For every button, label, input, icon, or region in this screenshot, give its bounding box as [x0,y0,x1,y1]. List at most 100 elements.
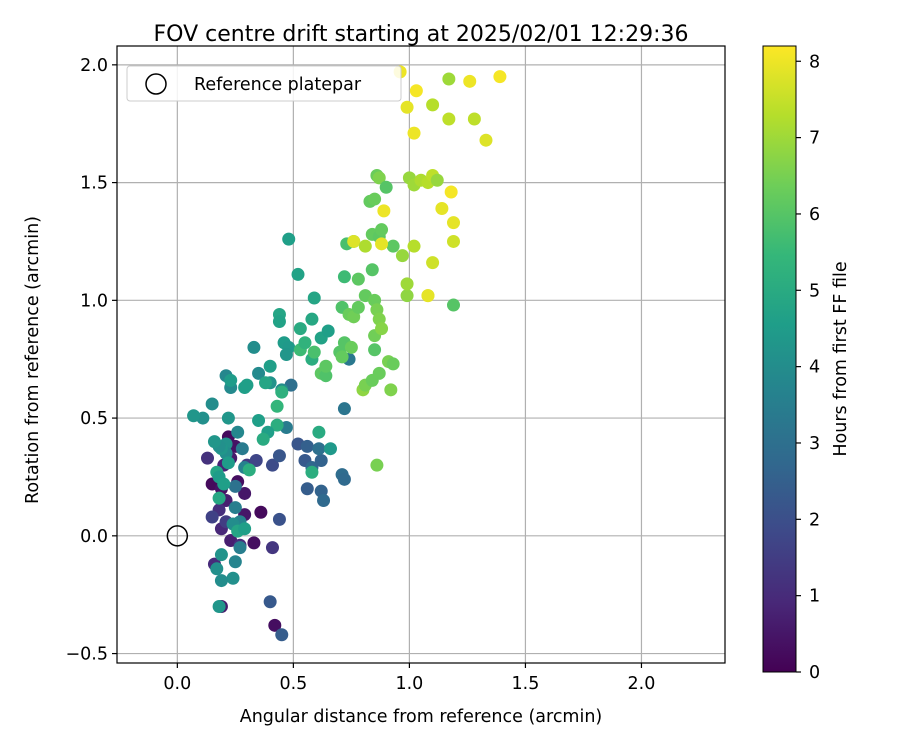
data-point [228,479,242,493]
data-point [247,340,261,354]
axes: 0.0 0.5 1.0 1.5 2.0 −0.5 0.0 0.5 1.0 1.5 2.0 [66,45,726,694]
data-point [256,432,270,446]
data-point [259,376,273,390]
data-point [214,548,228,562]
data-point [226,571,240,585]
reference-marker [166,525,189,547]
data-points [187,65,507,642]
data-point [337,472,351,486]
data-point [293,322,307,336]
data-point [375,322,389,336]
y-tick-label: 2.0 [80,56,108,76]
data-point [319,369,333,383]
data-point [323,442,337,456]
colorbar-gradient [762,45,797,673]
colorbar-tick-label: 0 [809,663,820,683]
data-point [358,239,372,253]
legend-frame [126,65,402,102]
data-point [291,267,305,281]
data-point [344,340,358,354]
data-point [395,249,409,263]
legend-marker-reference [145,73,167,95]
data-point [314,453,328,467]
data-point [275,385,289,399]
data-point [212,599,226,613]
y-tick-label: 1.0 [80,291,108,311]
data-point [252,413,266,427]
axes-frame [116,45,726,664]
y-tick-label: −0.5 [66,645,109,665]
data-point [307,345,321,359]
data-point [217,477,231,491]
data-point [384,383,398,397]
data-point [221,456,235,470]
data-point [242,463,256,477]
colorbar-tick-label: 3 [809,434,820,454]
colorbar-ticks: 0 1 2 3 4 5 6 7 8 [796,52,820,683]
colorbar-tick-label: 6 [809,205,820,225]
x-tick-label: 1.0 [395,674,423,694]
data-point [442,72,456,86]
data-point [231,425,245,439]
data-point [372,171,386,185]
y-axis-label: Rotation from reference (arcmin) [23,216,43,504]
data-point [221,411,235,425]
data-point [307,291,321,305]
data-point [235,442,249,456]
data-point [365,263,379,277]
colorbar-tick-label: 5 [809,281,820,301]
data-point [368,343,382,357]
x-axis-label: Angular distance from reference (arcmin) [240,707,603,727]
data-point [210,562,224,576]
data-point [375,223,389,237]
data-point [228,555,242,569]
data-point [224,373,238,387]
legend-label-reference: Reference platepar [194,75,362,95]
data-point [337,270,351,284]
data-point [435,201,449,215]
data-point [386,239,400,253]
data-point [444,185,458,199]
data-point [400,277,414,291]
data-point [298,336,312,350]
data-point [467,112,481,126]
data-point [300,439,314,453]
x-tick-label: 2.0 [628,674,656,694]
data-point [300,482,314,496]
data-point [407,239,421,253]
data-point [272,449,286,463]
data-point [270,399,284,413]
data-point [379,180,393,194]
data-point [347,234,361,248]
data-point [400,100,414,114]
data-point [214,574,228,588]
y-tick-label: 0.0 [80,527,108,547]
data-point [275,628,289,642]
data-point [493,70,507,84]
data-point [426,256,440,270]
colorbar-tick-label: 1 [809,587,820,607]
legend: Reference platepar [126,65,402,102]
data-point [205,510,219,524]
colorbar-tick-label: 8 [809,52,820,72]
data-point [430,173,444,187]
data-point [479,133,493,147]
data-point [421,289,435,303]
data-point [279,348,293,361]
colorbar-label: Hours from first FF file [831,261,851,456]
data-point [238,486,252,500]
colorbar: 0 1 2 3 4 5 6 7 8 Hours from first FF file [762,45,851,683]
data-point [312,442,326,456]
x-tick-label: 0.5 [279,674,307,694]
data-point [319,359,333,373]
data-point [282,232,296,246]
data-point [240,378,254,392]
data-point [207,435,221,449]
data-point [187,409,201,423]
data-point [368,192,382,206]
data-point [265,458,279,472]
data-point [446,234,460,248]
data-point [426,98,440,112]
data-point [370,458,384,472]
